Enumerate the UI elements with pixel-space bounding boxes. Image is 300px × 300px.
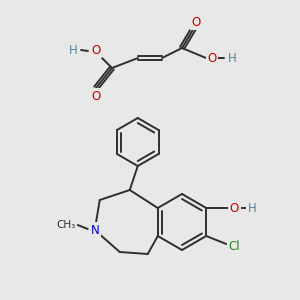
Text: H: H (228, 52, 236, 64)
Text: Cl: Cl (228, 239, 240, 253)
Text: H: H (69, 44, 77, 56)
Text: H: H (248, 202, 256, 214)
Text: O: O (92, 89, 100, 103)
Text: O: O (191, 16, 201, 28)
Text: N: N (90, 224, 99, 236)
Text: O: O (230, 202, 239, 214)
Text: O: O (92, 44, 100, 56)
Text: O: O (207, 52, 217, 64)
Text: CH₃: CH₃ (56, 220, 75, 230)
